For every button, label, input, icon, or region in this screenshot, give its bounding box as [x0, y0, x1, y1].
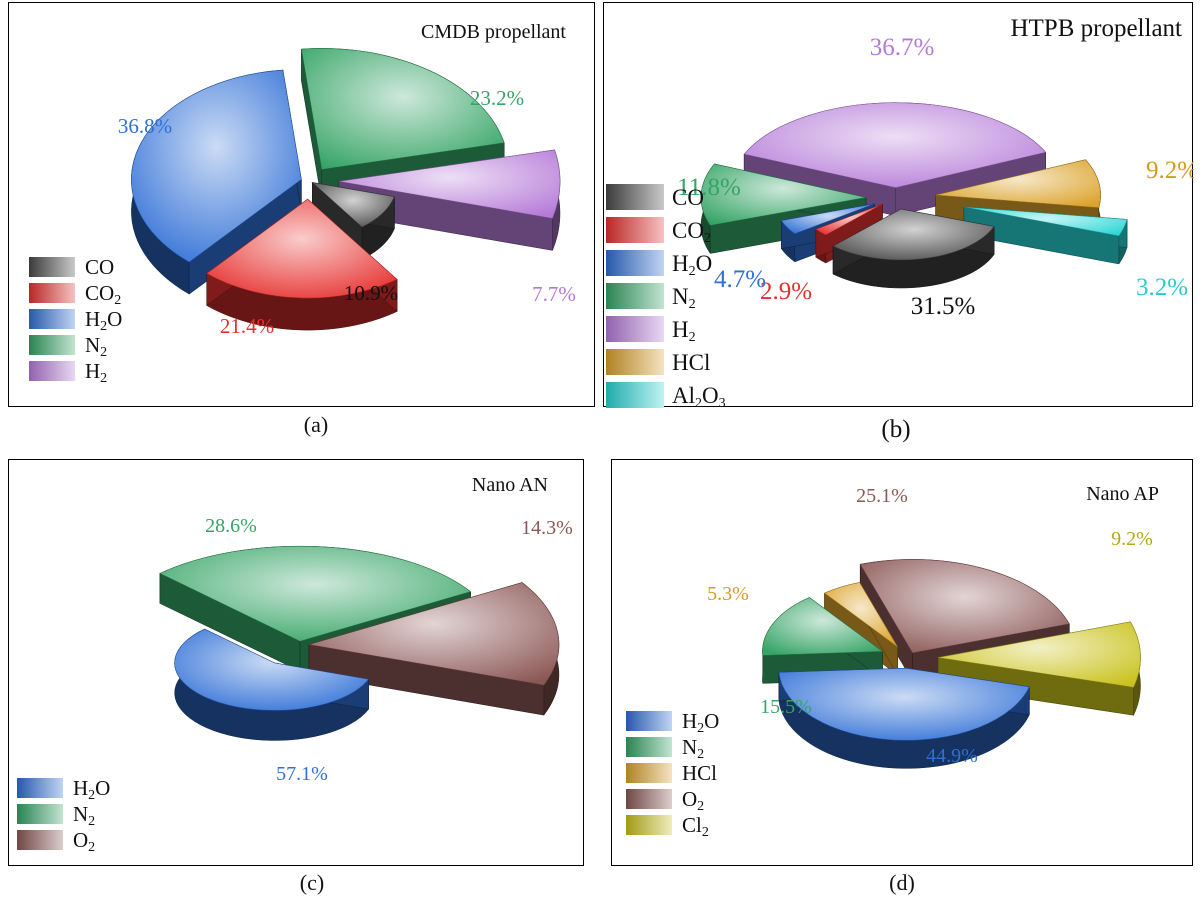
data-label-h2: 7.7%	[532, 282, 576, 306]
data-label-co: 10.9%	[344, 281, 398, 305]
pie-slice-o2	[308, 581, 560, 716]
legend-label-co2: CO2	[672, 218, 711, 246]
legend-swatch-h2o	[29, 309, 75, 329]
data-label-h2o: 44.9%	[926, 745, 978, 767]
legend-swatch-h2o	[606, 250, 664, 276]
caption-d: (d)	[889, 870, 915, 895]
legend-label-cl2: Cl2	[682, 813, 709, 840]
legend-label-n2: N2	[682, 735, 705, 762]
legend-label-co2: CO2	[85, 281, 122, 308]
caption-c: (c)	[299, 870, 325, 895]
chart-title-a: CMDB propellant	[421, 21, 566, 43]
data-label-h2o: 4.7%	[714, 266, 766, 293]
legend-swatch-co2	[29, 283, 75, 303]
chart-title-c: Nano AN	[471, 474, 548, 496]
caption-a: (a)	[303, 412, 329, 437]
legend-swatch-n2	[17, 804, 63, 824]
legend-label-h2o: H2O	[85, 307, 123, 334]
legend-swatch-co2	[606, 217, 664, 243]
legend-label-n2: N2	[672, 284, 696, 312]
pie-slice-h2o	[174, 628, 370, 741]
legend-swatch-h2o	[17, 778, 63, 798]
chart-panel-a: 10.9% 21.4% 36.8% 23.2% 7.7% CMDB propellant…	[8, 2, 595, 407]
data-label-cl2: 9.2%	[1111, 528, 1153, 550]
legend-swatch-h2	[606, 316, 664, 342]
data-label-hcl: 9.2%	[1146, 157, 1194, 184]
legend-swatch-hcl	[606, 349, 664, 375]
legend-swatch-n2	[29, 335, 75, 355]
data-label-co2: 21.4%	[220, 314, 274, 338]
data-label-h2o: 57.1%	[276, 763, 328, 785]
data-label-h2o: 36.8%	[118, 114, 172, 138]
legend-swatch-n2	[626, 737, 672, 757]
legend-label-h2: H2	[672, 317, 696, 345]
data-label-n2: 15.5%	[760, 696, 812, 718]
data-label-hcl: 5.3%	[707, 583, 749, 605]
chart-panel-c: 57.1% 28.6% 14.3% Nano AN H2O N2 O2	[8, 459, 584, 866]
data-label-o2: 25.1%	[856, 485, 908, 507]
data-label-n2: 23.2%	[470, 86, 524, 110]
legend-swatch-co	[29, 257, 75, 277]
data-label-n2: 11.8%	[677, 174, 741, 201]
legend-swatch-o2	[626, 789, 672, 809]
legend-label-h2o: H2O	[672, 251, 713, 279]
data-label-co2: 2.9%	[760, 278, 812, 305]
legend-label-hcl: HCl	[672, 350, 711, 375]
legend-swatch-hcl	[626, 763, 672, 783]
chart-title-d: Nano AP	[1086, 483, 1159, 505]
pie-slice-al2o3	[963, 206, 1128, 265]
legend-label-h2o: H2O	[73, 776, 111, 803]
legend-label-n2: N2	[73, 802, 96, 829]
legend-swatch-n2	[606, 283, 664, 309]
legend-label-al2o3: Al2O3	[672, 383, 726, 411]
pie-slice-co2	[206, 198, 398, 331]
data-label-co: 31.5%	[911, 293, 976, 320]
legend-swatch-h2	[29, 361, 75, 381]
data-label-al2o3: 3.2%	[1136, 274, 1188, 301]
legend-swatch-al2o3	[606, 382, 664, 408]
legend-label-co: CO	[85, 255, 115, 279]
data-label-o2: 14.3%	[521, 517, 573, 539]
pie-chart-a: 10.9% 21.4% 36.8% 23.2% 7.7%	[118, 48, 576, 338]
pie-chart-b: 31.5% 2.9%4.7% 11.8% 36.7% 9.2% 3.2%	[677, 34, 1194, 320]
data-label-h2: 36.7%	[870, 34, 935, 61]
legend-swatch-o2	[17, 830, 63, 850]
legend-label-o2: O2	[73, 828, 96, 855]
legend-swatch-cl2	[626, 815, 672, 835]
legend-label-co: CO	[672, 185, 704, 210]
legend-label-n2: N2	[85, 333, 108, 360]
data-label-n2: 28.6%	[205, 515, 257, 537]
pie-chart-d: 44.9% 15.5% 5.3% 25.1% 9.2%	[707, 485, 1153, 769]
chart-title-b: HTPB propellant	[1010, 15, 1182, 42]
legend-swatch-h2o	[626, 711, 672, 731]
legend-label-h2: H2	[85, 359, 108, 386]
legend-label-o2: O2	[682, 787, 705, 814]
caption-b: (b)	[881, 416, 911, 443]
legend-label-h2o: H2O	[682, 709, 720, 736]
pie-slice-h2	[743, 102, 1047, 217]
pie-chart-c: 57.1% 28.6% 14.3%	[159, 515, 573, 785]
pie-slice-h2o	[778, 667, 1030, 769]
chart-panel-b: 31.5% 2.9% 4.7% 11.8% 36.7% 9.2% 3.2% HTPB pro…	[603, 2, 1194, 411]
pie-slice-cl2	[937, 620, 1141, 716]
legend-label-hcl: HCl	[682, 761, 718, 785]
chart-panel-d: 44.9% 15.5% 5.3% 25.1% 9.2% Nano AP H2O N2 HCl…	[611, 459, 1193, 866]
pie-slice-co	[832, 208, 995, 289]
legend-swatch-co	[606, 184, 664, 210]
